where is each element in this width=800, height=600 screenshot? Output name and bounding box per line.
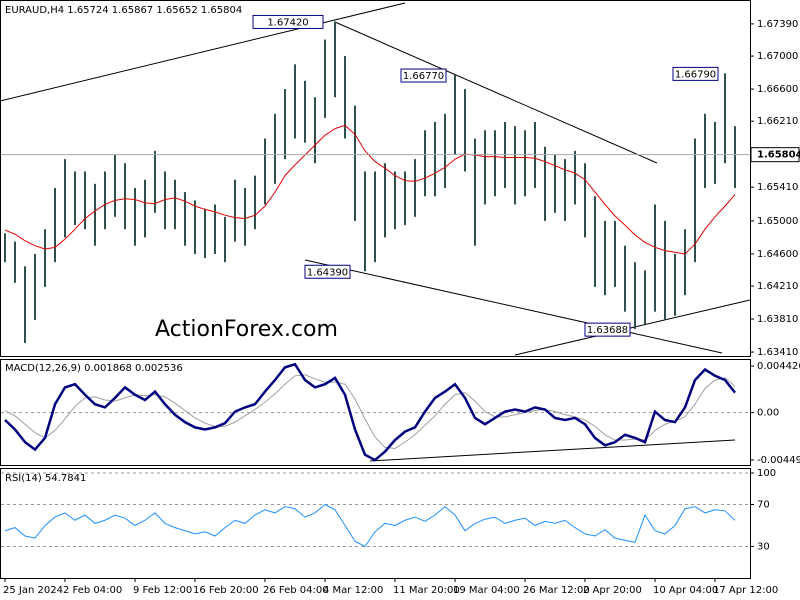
x-tick-label: 2 Apr 20:00 [583,585,642,596]
price-header: EURAUD,H4 1.65724 1.65867 1.65652 1.6580… [5,5,242,16]
macd-header: MACD(12,26,9) 0.001868 0.002536 [5,363,183,374]
y-tick-label: 1.65410 [757,182,798,193]
y-tick-label: 1.66210 [757,116,798,127]
trend-line [369,439,736,462]
y-tick-label: 1.67000 [757,51,798,62]
x-tick-label: 26 Feb 04:00 [263,585,329,596]
last-price-box [750,147,800,163]
watermark: ActionForex.com [155,317,338,342]
y-tick-label: 0.00 [757,408,779,419]
macd-main [4,362,736,462]
x-tick-label: 10 Apr 04:00 [653,585,718,596]
price-annotation: 1.66770 [403,71,444,82]
trend-line [334,21,658,164]
x-tick-label: 25 Jan 2024 [3,585,63,596]
x-tick-label: 4 Mar 12:00 [323,585,383,596]
last-price-label: 1.65804 [757,150,800,161]
rsi-panel [0,468,751,579]
price-annotation: 1.63688 [587,325,628,336]
x-tick-label: 17 Apr 12:00 [713,585,778,596]
y-tick-label: -0.004493 [757,455,800,466]
price-annotation-box [672,66,719,81]
rsi-header: RSI(14) 54.7841 [5,473,86,484]
y-tick-label: 1.63410 [757,347,798,358]
y-tick-label: 70 [757,500,770,511]
y-tick-label: 1.67390 [757,19,798,30]
y-tick-label: 100 [757,468,776,479]
price-panel [0,0,751,357]
y-tick-label: 1.65000 [757,216,798,227]
y-tick-label: 1.64600 [757,249,798,260]
macd-signal [4,374,736,449]
price-annotation-box [400,68,447,83]
trend-line [514,299,751,356]
y-tick-label: 30 [757,542,770,553]
x-tick-label: 26 Mar 12:00 [523,585,590,596]
price-annotation-box [252,14,324,29]
x-tick-label: 16 Feb 20:00 [193,585,259,596]
rsi-line [4,503,736,548]
x-tick-label: 11 Mar 20:00 [393,585,460,596]
price-annotation-box [304,264,351,279]
x-tick-label: 19 Mar 04:00 [453,585,520,596]
trend-line [304,259,723,354]
trend-line [0,2,406,102]
x-tick-label: 9 Feb 12:00 [133,585,192,596]
y-tick-label: 1.63810 [757,314,798,325]
price-annotation: 1.67420 [267,17,308,28]
y-tick-label: 0.004426 [757,361,800,372]
y-tick-label: 1.64210 [757,281,798,292]
price-annotation: 1.64390 [307,267,348,278]
price-annotation: 1.66790 [675,69,716,80]
y-tick-label: 1.66600 [757,84,798,95]
x-tick-label: 2 Feb 04:00 [63,585,122,596]
moving-average [4,124,736,255]
price-annotation-box [584,322,631,337]
